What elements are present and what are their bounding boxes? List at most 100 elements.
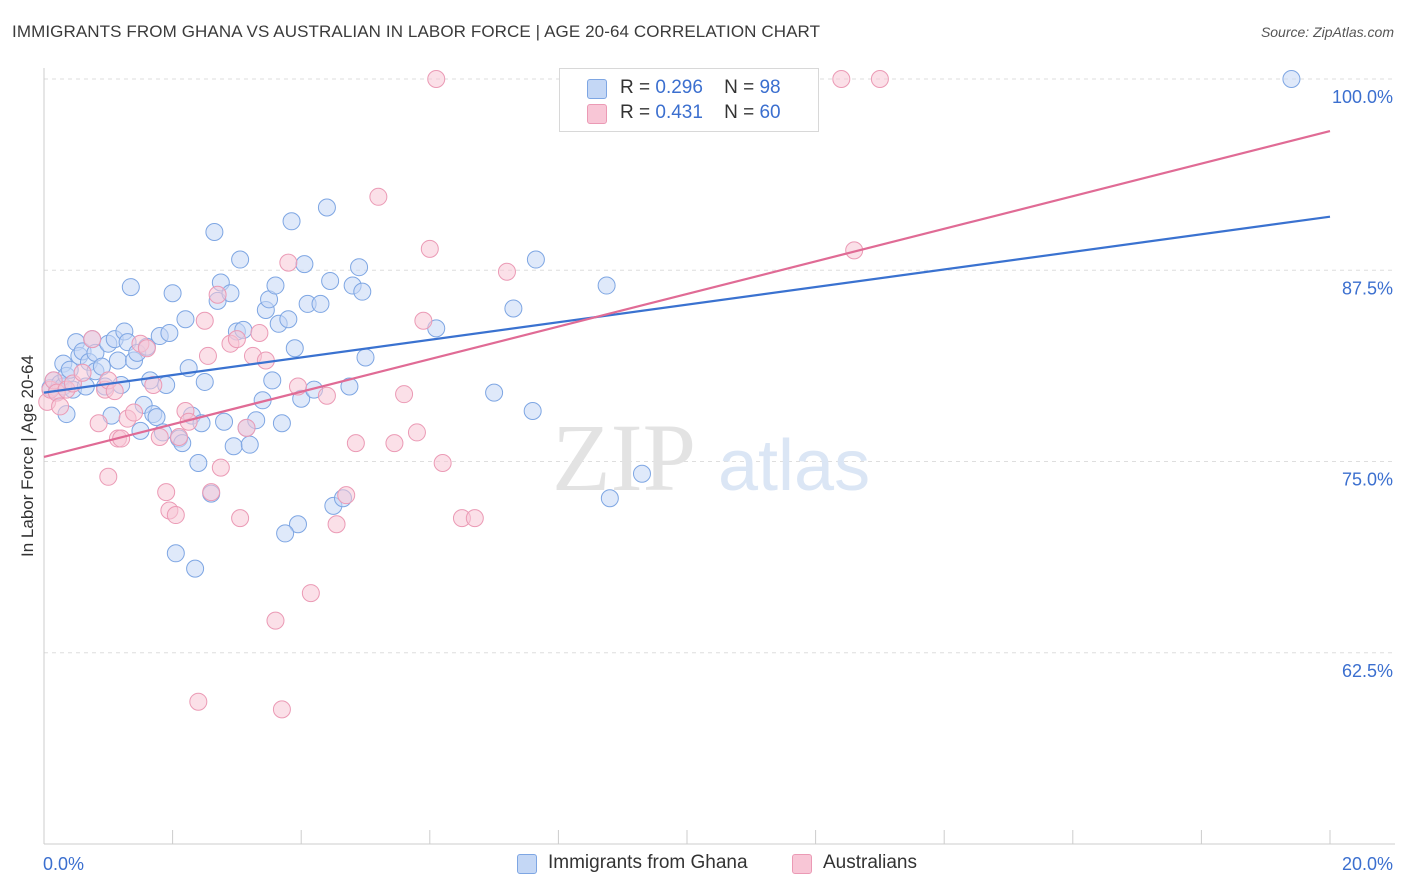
watermark-atlas: atlas xyxy=(718,426,870,506)
legend-r-label: R = xyxy=(620,77,651,98)
point-australians xyxy=(137,339,156,358)
point-ghana xyxy=(160,323,179,342)
legend-n-value: 98 xyxy=(759,77,781,98)
legend-r-label: R = xyxy=(620,102,651,123)
x-tick-label: 20.0% xyxy=(1342,854,1393,874)
legend-label-australians: Australians xyxy=(823,852,917,873)
legend-n-label: N = xyxy=(724,102,755,123)
y-tick-label: 100.0% xyxy=(1332,87,1393,107)
legend-swatch-pink xyxy=(792,854,812,874)
legend-swatch-blue xyxy=(517,854,537,874)
point-ghana xyxy=(356,348,375,367)
point-australians xyxy=(105,382,124,401)
point-australians xyxy=(301,584,320,603)
watermark: ZIP atlas xyxy=(552,404,870,511)
point-australians xyxy=(870,70,889,88)
point-ghana xyxy=(224,437,243,456)
y-tick-label: 75.0% xyxy=(1342,470,1393,490)
point-australians xyxy=(208,285,227,304)
point-australians xyxy=(385,434,404,453)
stats-legend: R = 0.296 N = 98 R = 0.431 N = 60 xyxy=(559,68,819,132)
point-ghana xyxy=(317,198,336,217)
point-australians xyxy=(83,330,102,349)
point-ghana xyxy=(272,414,291,433)
point-australians xyxy=(170,428,189,447)
point-australians xyxy=(202,483,221,502)
point-ghana xyxy=(321,271,340,290)
point-australians xyxy=(395,385,414,404)
legend-swatch-pink xyxy=(587,104,607,124)
point-australians xyxy=(832,70,851,88)
point-australians xyxy=(337,486,356,505)
point-ghana xyxy=(121,278,140,297)
point-ghana xyxy=(350,258,369,277)
point-australians xyxy=(157,483,176,502)
point-australians xyxy=(51,397,70,416)
tick-labels: 100.0% 87.5% 75.0% 62.5% 0.0% 20.0% xyxy=(43,87,1393,874)
point-ghana xyxy=(282,212,301,231)
point-australians xyxy=(279,253,298,272)
source-label: Source: ZipAtlas.com xyxy=(1260,24,1394,40)
point-australians xyxy=(465,509,484,528)
point-australians xyxy=(144,376,163,394)
point-australians xyxy=(189,692,208,711)
point-ghana xyxy=(166,544,185,563)
point-ghana xyxy=(523,402,542,421)
point-australians xyxy=(272,700,291,719)
y-tick-label: 62.5% xyxy=(1342,661,1393,681)
trend-lines xyxy=(43,129,1331,458)
trend-line-australians xyxy=(43,129,1331,458)
point-australians xyxy=(497,262,516,281)
point-ghana xyxy=(240,435,259,454)
point-australians xyxy=(420,239,439,258)
y-axis-label: In Labor Force | Age 20-64 xyxy=(18,355,37,557)
point-ghana xyxy=(176,310,195,329)
legend-n-value: 60 xyxy=(759,102,781,123)
point-ghana xyxy=(186,559,205,578)
point-ghana xyxy=(288,515,307,534)
point-ghana xyxy=(163,284,182,303)
point-ghana xyxy=(353,282,372,301)
point-australians xyxy=(73,363,92,382)
point-ghana xyxy=(147,408,166,427)
point-ghana xyxy=(1282,70,1301,88)
point-ghana xyxy=(295,255,314,274)
point-australians xyxy=(198,346,217,365)
point-australians xyxy=(327,515,346,534)
point-ghana xyxy=(285,339,304,358)
point-australians xyxy=(89,414,108,433)
point-ghana xyxy=(195,372,214,391)
point-ghana xyxy=(340,377,359,396)
point-australians xyxy=(237,418,256,437)
point-australians xyxy=(266,611,285,630)
point-ghana xyxy=(485,383,504,402)
point-ghana xyxy=(597,276,616,295)
trend-line-ghana xyxy=(43,215,1331,394)
legend-r-value: 0.296 xyxy=(655,77,703,98)
point-australians xyxy=(414,311,433,330)
point-ghana xyxy=(632,464,651,483)
point-australians xyxy=(195,311,214,330)
point-ghana xyxy=(276,524,295,543)
point-ghana xyxy=(108,351,127,370)
legend-r-value: 0.431 xyxy=(655,102,703,123)
point-australians xyxy=(166,506,185,525)
point-ghana xyxy=(215,412,234,431)
point-ghana xyxy=(526,250,545,269)
point-australians xyxy=(231,509,250,528)
legend-swatch-blue xyxy=(587,79,607,99)
point-australians xyxy=(346,434,365,453)
point-australians xyxy=(250,323,269,342)
point-ghana xyxy=(189,454,208,473)
point-australians xyxy=(211,458,230,477)
data-points xyxy=(38,70,1301,719)
point-ghana xyxy=(205,223,224,241)
legend-n-label: N = xyxy=(724,77,755,98)
point-australians xyxy=(150,428,169,447)
point-ghana xyxy=(279,310,298,329)
point-australians xyxy=(369,187,388,206)
point-ghana xyxy=(263,371,282,390)
point-ghana xyxy=(311,294,330,313)
point-australians xyxy=(427,70,446,88)
